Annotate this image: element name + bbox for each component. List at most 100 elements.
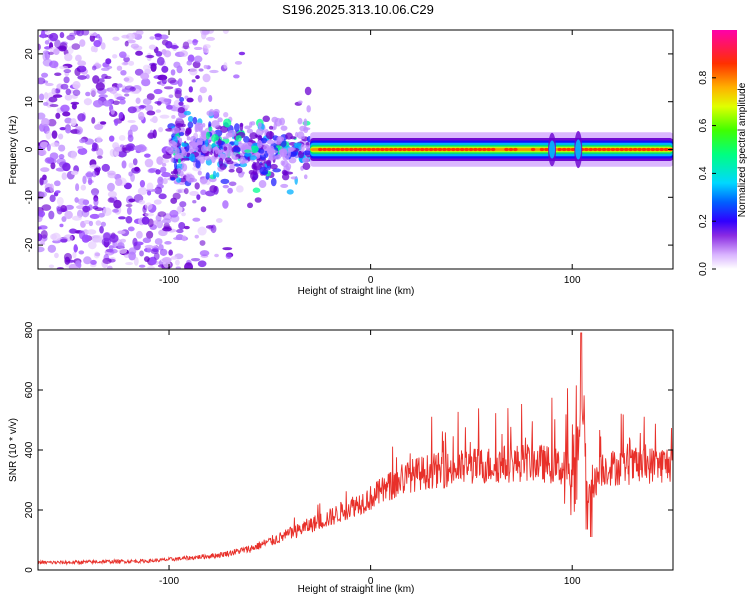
snr-series-line — [38, 332, 673, 566]
noise-blob — [86, 229, 97, 235]
noise-blob — [236, 185, 244, 193]
noise-blob — [56, 196, 64, 206]
transition-blob — [176, 177, 182, 183]
noise-blob — [130, 173, 135, 182]
noise-blob — [164, 241, 172, 245]
transition-blob — [189, 153, 196, 162]
ridge-peak — [584, 147, 589, 152]
transition-blob — [288, 157, 297, 164]
noise-blob — [127, 134, 134, 143]
transition-blob — [259, 166, 269, 175]
noise-blob — [90, 259, 97, 265]
noise-blob — [50, 162, 56, 170]
noise-blob — [194, 234, 199, 239]
noise-blob — [163, 98, 172, 103]
noise-blob — [123, 253, 130, 258]
transition-blob — [185, 173, 191, 182]
noise-blob — [41, 204, 52, 211]
noise-blob — [175, 266, 181, 269]
transition-blob — [165, 128, 174, 132]
noise-blob — [192, 217, 201, 222]
noise-blob — [64, 256, 71, 265]
snr-x-label: Height of straight line (km) — [298, 584, 415, 595]
ridge-peak — [388, 147, 394, 152]
transition-blob — [286, 189, 294, 195]
transition-blob — [217, 138, 222, 145]
noise-blob — [94, 124, 104, 130]
ridge-peak — [508, 147, 514, 152]
noise-blob — [84, 138, 94, 145]
noise-blob — [91, 116, 96, 124]
noise-blob — [205, 190, 216, 197]
ridge-peak — [610, 147, 616, 152]
noise-blob — [59, 31, 65, 39]
noise-blob — [54, 72, 62, 77]
noise-blob — [98, 78, 105, 83]
transition-blob — [239, 156, 246, 165]
noise-blob — [228, 181, 237, 187]
noise-blob — [141, 216, 150, 225]
noise-blob — [48, 51, 55, 56]
noise-blob — [61, 172, 68, 180]
noise-blob — [87, 241, 97, 250]
noise-blob — [121, 88, 132, 93]
spectrogram-y-ticks: -20 -10 0 10 20 — [24, 48, 673, 252]
noise-blob — [222, 30, 229, 35]
ridge-peak — [420, 147, 425, 152]
noise-blob — [71, 215, 82, 221]
noise-blob — [128, 60, 135, 66]
transition-blob — [249, 132, 258, 139]
noise-blob — [214, 253, 219, 258]
noise-blob — [93, 46, 98, 53]
noise-blob — [149, 36, 155, 40]
noise-blob — [139, 250, 144, 257]
transition-blob — [215, 172, 220, 178]
noise-blob — [90, 88, 97, 96]
noise-blob — [95, 82, 105, 91]
transition-blob — [241, 171, 245, 175]
noise-blob — [72, 89, 81, 96]
noise-blob — [225, 253, 232, 259]
noise-blob — [195, 75, 200, 80]
noise-blob — [108, 86, 118, 94]
noise-blob — [179, 201, 187, 208]
noise-blob — [184, 104, 190, 109]
noise-blob — [77, 60, 87, 67]
noise-blob — [52, 94, 63, 98]
noise-blob — [49, 194, 56, 203]
noise-blob — [123, 182, 132, 190]
noise-blob — [223, 62, 228, 69]
noise-blob — [109, 234, 119, 243]
noise-blob — [92, 75, 100, 84]
transition-blob — [228, 169, 235, 173]
noise-blob — [176, 65, 183, 74]
noise-blob — [196, 194, 201, 200]
noise-blob — [85, 91, 91, 97]
transition-blob — [187, 121, 194, 129]
snr-y-label: SNR (10 * v/v) — [8, 418, 19, 482]
noise-blob — [113, 199, 122, 209]
noise-blob — [181, 212, 186, 217]
noise-blob — [89, 213, 100, 219]
ridge-peak — [451, 147, 456, 152]
noise-blob — [127, 106, 137, 114]
noise-blob — [199, 240, 206, 246]
noise-blob — [124, 93, 130, 97]
noise-blob — [112, 208, 119, 213]
noise-blob — [158, 127, 164, 133]
ridge-peak — [513, 147, 518, 152]
noise-blob — [64, 94, 73, 101]
noise-blob — [215, 218, 223, 223]
noise-blob — [197, 226, 207, 236]
noise-blob — [155, 169, 161, 175]
noise-blob — [107, 182, 115, 192]
transition-blob — [189, 178, 198, 183]
noise-blob — [153, 252, 160, 260]
transition-blob — [289, 151, 297, 158]
ridge-peak — [632, 147, 638, 152]
noise-blob — [76, 145, 84, 149]
noise-blob — [39, 177, 44, 186]
transition-blob — [229, 141, 236, 146]
noise-blob — [101, 163, 110, 172]
ridge-peak — [504, 147, 509, 152]
